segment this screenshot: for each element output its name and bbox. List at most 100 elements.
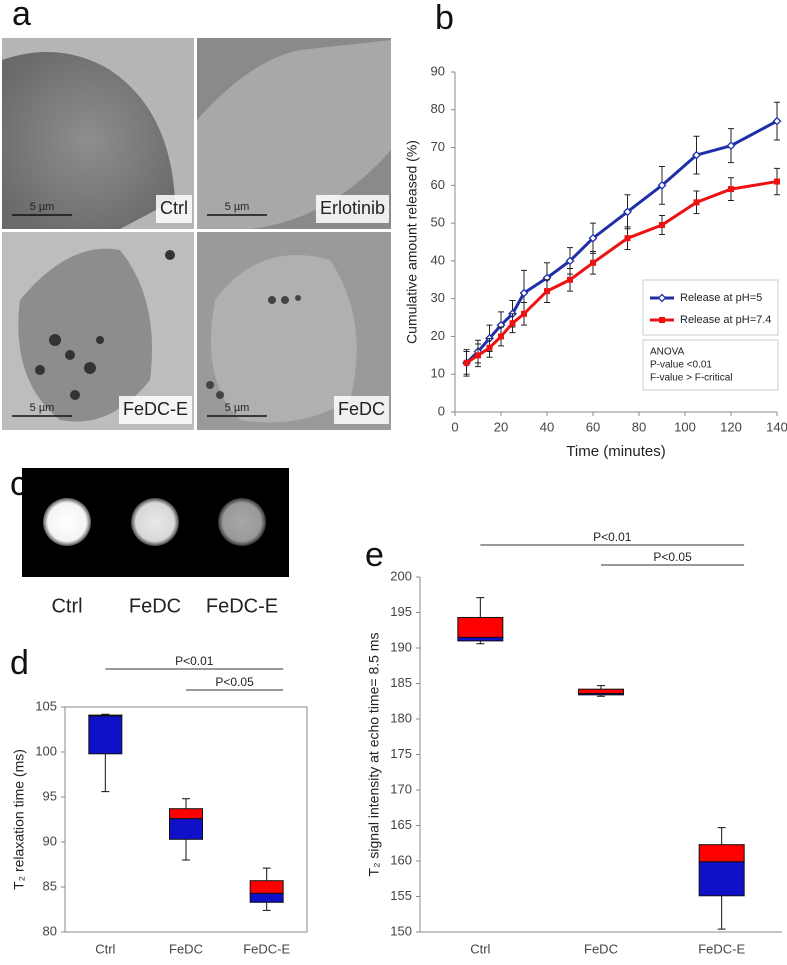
marker bbox=[567, 276, 573, 283]
upper-whisker bbox=[262, 867, 271, 881]
marker bbox=[588, 233, 598, 243]
marker bbox=[521, 310, 527, 317]
marker bbox=[624, 235, 631, 242]
legend bbox=[642, 279, 779, 336]
legend-label: Release at pH=7.4 bbox=[680, 314, 771, 326]
series-line bbox=[465, 180, 778, 365]
marker bbox=[693, 199, 700, 206]
sample-label: Ctrl bbox=[51, 595, 82, 617]
cell bbox=[18, 248, 152, 422]
scale-label: 5 µm bbox=[30, 402, 55, 414]
y-tick-label: 50 bbox=[431, 215, 445, 230]
y-tick-label: 80 bbox=[431, 101, 445, 116]
plot-frame bbox=[64, 706, 308, 933]
box-upper bbox=[169, 808, 203, 820]
panel-letter: a bbox=[12, 0, 31, 33]
y-tick-label: 95 bbox=[43, 788, 57, 803]
y-tick-label: 85 bbox=[43, 878, 57, 893]
marker bbox=[726, 141, 736, 151]
marker bbox=[774, 178, 780, 185]
panel-letter: e bbox=[365, 536, 384, 574]
x-tick-label: 80 bbox=[632, 419, 646, 434]
y-tick-label: 170 bbox=[390, 781, 412, 796]
x-tick-label: 60 bbox=[586, 419, 600, 434]
cell bbox=[197, 40, 391, 229]
y-tick-label: 155 bbox=[390, 888, 412, 903]
y-tick-label: 80 bbox=[43, 923, 57, 938]
marker bbox=[623, 207, 632, 217]
label-box bbox=[118, 396, 192, 424]
y-tick-label: 185 bbox=[390, 675, 412, 690]
x-tick-label: FeDC bbox=[169, 941, 203, 956]
phantom bbox=[131, 498, 179, 546]
label-box bbox=[156, 195, 192, 223]
phantom bbox=[43, 498, 91, 546]
y-axis-title: T₂ signal intensity at echo time= 8.5 ms bbox=[366, 633, 382, 877]
phantom bbox=[218, 498, 266, 546]
cell bbox=[2, 52, 175, 229]
x-tick-label: FeDC-E bbox=[243, 941, 290, 956]
x-tick-label: 40 bbox=[540, 419, 554, 434]
y-tick-label: 160 bbox=[390, 852, 412, 867]
box-lower bbox=[249, 892, 284, 903]
box-lower bbox=[169, 818, 203, 840]
x-tick-label: 140 bbox=[766, 419, 787, 434]
y-tick-label: 20 bbox=[431, 328, 445, 343]
sample-label: FeDC-E bbox=[206, 595, 278, 617]
y-tick-label: 180 bbox=[390, 710, 412, 725]
y-tick-label: 10 bbox=[431, 366, 445, 381]
x-tick-label: 120 bbox=[720, 419, 742, 434]
x-tick-label: 20 bbox=[494, 419, 508, 434]
scale-label: 5 µm bbox=[225, 402, 250, 414]
scale-label: 5 µm bbox=[30, 201, 55, 213]
y-tick-label: 175 bbox=[390, 746, 412, 761]
box-upper bbox=[88, 714, 123, 717]
image-label: FeDC bbox=[338, 399, 385, 419]
marker bbox=[475, 352, 481, 359]
box-upper bbox=[249, 880, 284, 894]
panel-letter: b bbox=[435, 0, 454, 37]
lower-whisker bbox=[262, 902, 271, 911]
lower-whisker bbox=[182, 839, 190, 861]
marker bbox=[772, 116, 782, 126]
marker bbox=[590, 259, 596, 266]
x-axis-title: Time (minutes) bbox=[566, 443, 665, 460]
significance-label: P<0.01 bbox=[593, 530, 632, 544]
marker bbox=[659, 222, 665, 228]
scale-label: 5 µm bbox=[225, 201, 250, 213]
x-tick-label: 0 bbox=[451, 419, 458, 434]
legend-label: Release at pH=5 bbox=[680, 292, 762, 304]
y-tick-label: 100 bbox=[35, 743, 57, 758]
annotation-box bbox=[642, 339, 779, 391]
marker bbox=[692, 150, 701, 160]
label-box bbox=[315, 195, 389, 223]
y-tick-label: 165 bbox=[390, 817, 412, 832]
image-label: FeDC-E bbox=[123, 399, 188, 419]
box-lower bbox=[698, 861, 745, 897]
sample-label: FeDC bbox=[129, 595, 181, 617]
box-upper bbox=[457, 616, 504, 638]
image-label: Ctrl bbox=[160, 198, 188, 218]
particles bbox=[206, 295, 301, 399]
x-tick-label: FeDC-E bbox=[698, 941, 745, 956]
annotation: F-value > F-critical bbox=[650, 373, 733, 384]
x-tick-label: Ctrl bbox=[95, 941, 115, 956]
box-lower bbox=[457, 636, 504, 642]
y-tick-label: 90 bbox=[431, 63, 445, 78]
significance-label: P<0.05 bbox=[653, 550, 692, 564]
panel-c: c bbox=[10, 465, 289, 577]
marker bbox=[728, 186, 734, 193]
marker bbox=[659, 317, 665, 323]
annotation: P-value <0.01 bbox=[650, 360, 712, 371]
x-tick-label: FeDC bbox=[584, 941, 618, 956]
x-tick-label: 100 bbox=[674, 419, 696, 434]
y-tick-label: 40 bbox=[431, 252, 445, 267]
particles bbox=[35, 250, 175, 400]
upper-whisker bbox=[717, 827, 726, 845]
upper-whisker bbox=[476, 597, 485, 618]
cell bbox=[210, 255, 357, 423]
marker bbox=[565, 256, 575, 266]
lower-whisker bbox=[101, 753, 110, 793]
marker bbox=[509, 320, 516, 327]
